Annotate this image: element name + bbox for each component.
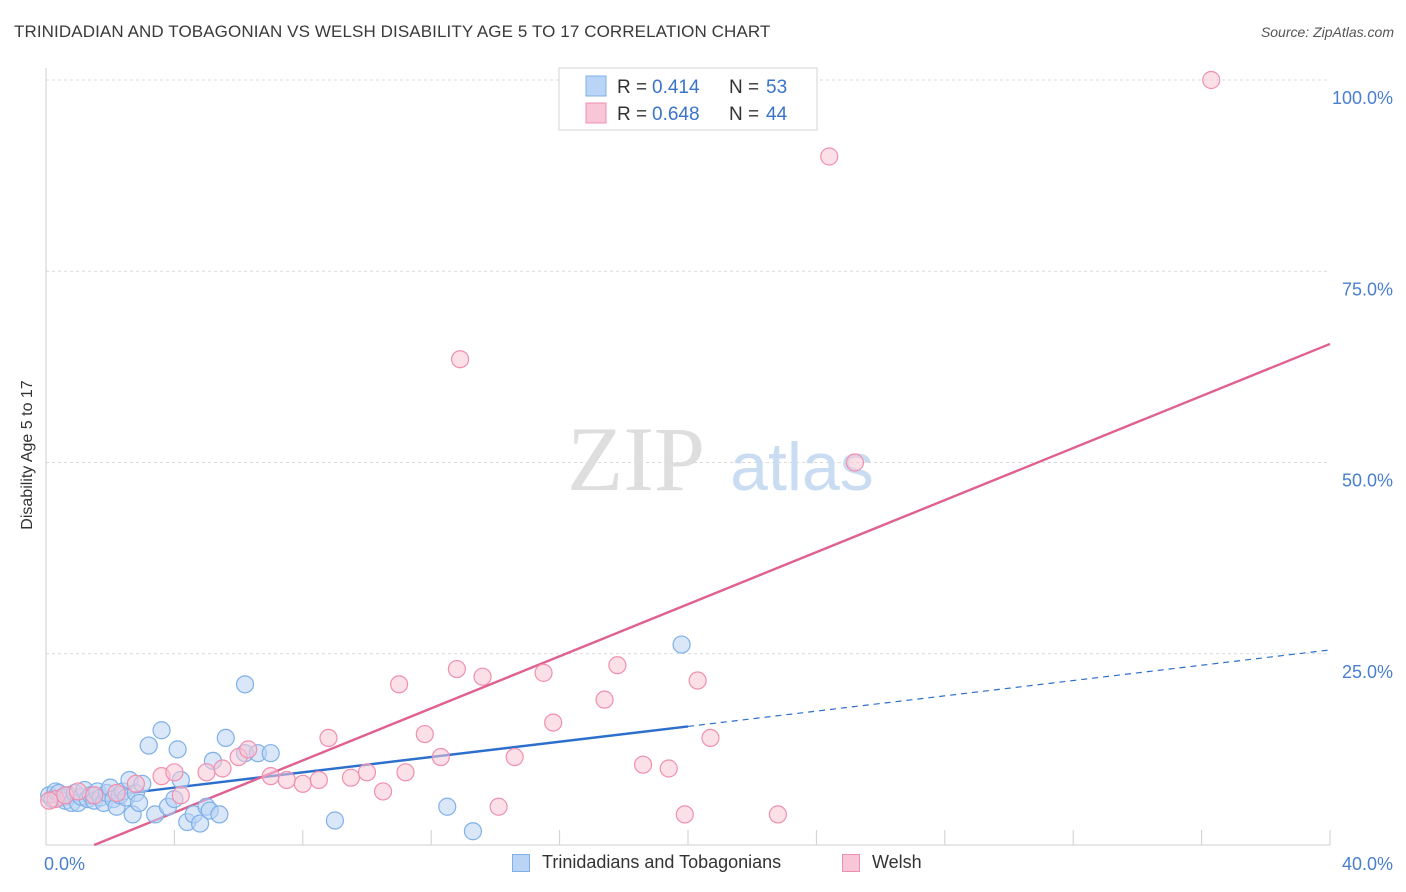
point-welsh [171, 786, 190, 805]
point-trinidadian [235, 675, 255, 694]
legend: R = 0.414 N = 53 R = 0.648 N = 44 [558, 67, 818, 131]
point-trinidadian [139, 736, 158, 755]
point-welsh [165, 763, 184, 782]
point-welsh [633, 755, 653, 774]
point-welsh [396, 763, 415, 782]
legend-r-label: R = [617, 104, 647, 125]
point-welsh [473, 667, 492, 686]
point-trinidadian [129, 793, 149, 813]
point-welsh [688, 671, 707, 690]
point-welsh [85, 786, 104, 805]
source-label: Source: ZipAtlas.com [1260, 24, 1394, 40]
point-welsh [213, 759, 232, 778]
point-welsh [309, 770, 328, 790]
point-welsh [595, 690, 614, 709]
point-welsh [450, 350, 470, 369]
point-welsh [544, 713, 563, 732]
y-tick-label: 25.0% [1342, 662, 1393, 682]
point-trinidadian [261, 744, 280, 763]
point-welsh [261, 767, 280, 786]
point-welsh [293, 774, 312, 793]
point-trinidadian [210, 805, 229, 824]
point-welsh [505, 747, 524, 767]
point-welsh [68, 782, 88, 801]
y-tick-label: 100.0% [1332, 88, 1393, 108]
legend-swatch [585, 75, 607, 97]
point-welsh [701, 728, 720, 748]
point-welsh [40, 791, 59, 810]
point-trinidadian [216, 728, 235, 748]
legend-r-value: 0.414 [652, 77, 700, 98]
point-welsh [489, 797, 508, 816]
legend-swatch [585, 102, 607, 124]
point-welsh [534, 663, 553, 682]
x-tick-label: 0.0% [44, 854, 85, 874]
point-welsh [239, 740, 258, 759]
point-trinidadian [190, 814, 210, 833]
point-welsh [319, 728, 338, 748]
point-welsh [675, 805, 694, 824]
legend-r-value: 0.648 [652, 104, 700, 125]
point-welsh [126, 774, 145, 793]
point-welsh [373, 782, 393, 801]
legend-label: Welsh [872, 852, 922, 872]
point-trinidadian [152, 721, 171, 740]
point-welsh [659, 759, 678, 778]
point-trinidadian [463, 822, 483, 841]
legend-label: Trinidadians and Tobagonians [542, 852, 782, 872]
watermark-zip: ZIP [567, 408, 705, 510]
legend-item-trinidadian: Trinidadians and Tobagonians [512, 852, 781, 873]
watermark: ZIP atlas [567, 408, 874, 510]
bottom-legend: Trinidadians and Tobagonians Welsh [0, 852, 1406, 878]
point-welsh [820, 147, 839, 166]
point-welsh [107, 783, 126, 803]
axes [45, 68, 1331, 846]
chart-title: TRINIDADIAN AND TOBAGONIAN VS WELSH DISA… [14, 22, 771, 41]
point-welsh [768, 805, 787, 824]
grid-lines [46, 79, 1330, 655]
tick-labels: 25.0% 50.0% 75.0% 100.0% 0.0% 40.0% [44, 88, 1393, 874]
point-welsh [845, 453, 865, 472]
trend-line-trinidadian-extension [687, 649, 1331, 728]
point-welsh [277, 770, 296, 790]
legend-swatch [512, 853, 530, 872]
point-welsh [431, 747, 450, 767]
point-welsh [357, 763, 377, 782]
legend-n-label: N = [729, 104, 759, 125]
legend-item-welsh: Welsh [842, 852, 922, 873]
legend-r-label: R = [617, 77, 647, 98]
y-tick-label: 75.0% [1342, 279, 1393, 299]
data-points [40, 70, 1221, 841]
y-tick-label: 50.0% [1342, 471, 1393, 491]
x-tick-label: 40.0% [1342, 854, 1393, 874]
point-trinidadian [325, 811, 344, 830]
legend-swatch [842, 853, 860, 872]
point-welsh [608, 656, 627, 675]
point-welsh [341, 768, 361, 787]
point-welsh [1202, 70, 1221, 90]
point-welsh [415, 724, 434, 744]
legend-n-value: 53 [766, 77, 787, 98]
point-welsh [390, 675, 409, 694]
trend-line-welsh [93, 342, 1331, 847]
legend-n-value: 44 [766, 104, 788, 125]
point-trinidadian [438, 797, 457, 816]
point-trinidadian [672, 635, 691, 654]
point-welsh [197, 763, 216, 782]
point-welsh [447, 659, 466, 679]
legend-n-label: N = [729, 77, 759, 98]
point-trinidadian [168, 740, 187, 759]
